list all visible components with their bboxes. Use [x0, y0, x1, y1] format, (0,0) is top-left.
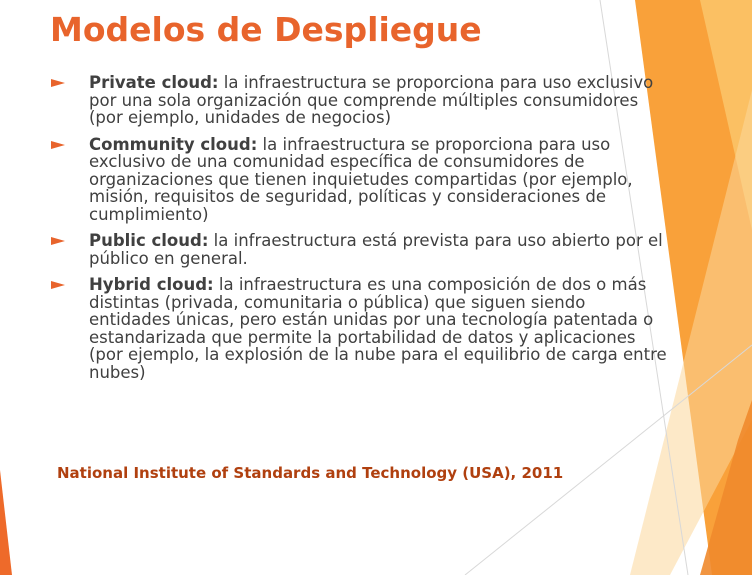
slide-title: Modelos de Despliegue	[50, 10, 482, 49]
bullet-community-cloud: Community cloud: la infraestructura se p…	[50, 134, 670, 224]
bullet-text: la infraestructura es una composición de…	[89, 275, 667, 382]
bullet-term: Public cloud:	[89, 231, 209, 250]
left-orange-sliver	[0, 470, 12, 575]
bullet-text: la infraestructura se proporciona para u…	[89, 134, 633, 224]
bullet-hybrid-cloud: Hybrid cloud: la infraestructura es una …	[50, 276, 670, 381]
bullet-text: la infraestructura está prevista para us…	[89, 231, 663, 268]
bullet-term: Hybrid cloud:	[89, 275, 214, 294]
bullet-public-cloud: Public cloud: la infraestructura está pr…	[50, 232, 670, 267]
bullet-arrow-icon	[51, 281, 65, 289]
bullet-private-cloud: Private cloud: la infraestructura se pro…	[50, 74, 670, 127]
right-deep-facet	[700, 400, 752, 575]
source-citation: National Institute of Standards and Tech…	[57, 464, 564, 482]
bullet-text: la infraestructura se proporciona para u…	[89, 73, 654, 127]
bullet-term: Private cloud:	[89, 73, 219, 92]
bullet-term: Community cloud:	[89, 134, 258, 154]
bullet-arrow-icon	[51, 140, 65, 149]
right-pale-facet	[630, 90, 752, 575]
thin-line-2	[464, 344, 752, 575]
bullet-list: Private cloud: la infraestructura se pro…	[50, 74, 670, 390]
thin-line-1	[599, 0, 689, 575]
bullet-arrow-icon	[51, 79, 65, 87]
bullet-arrow-icon	[51, 237, 65, 245]
